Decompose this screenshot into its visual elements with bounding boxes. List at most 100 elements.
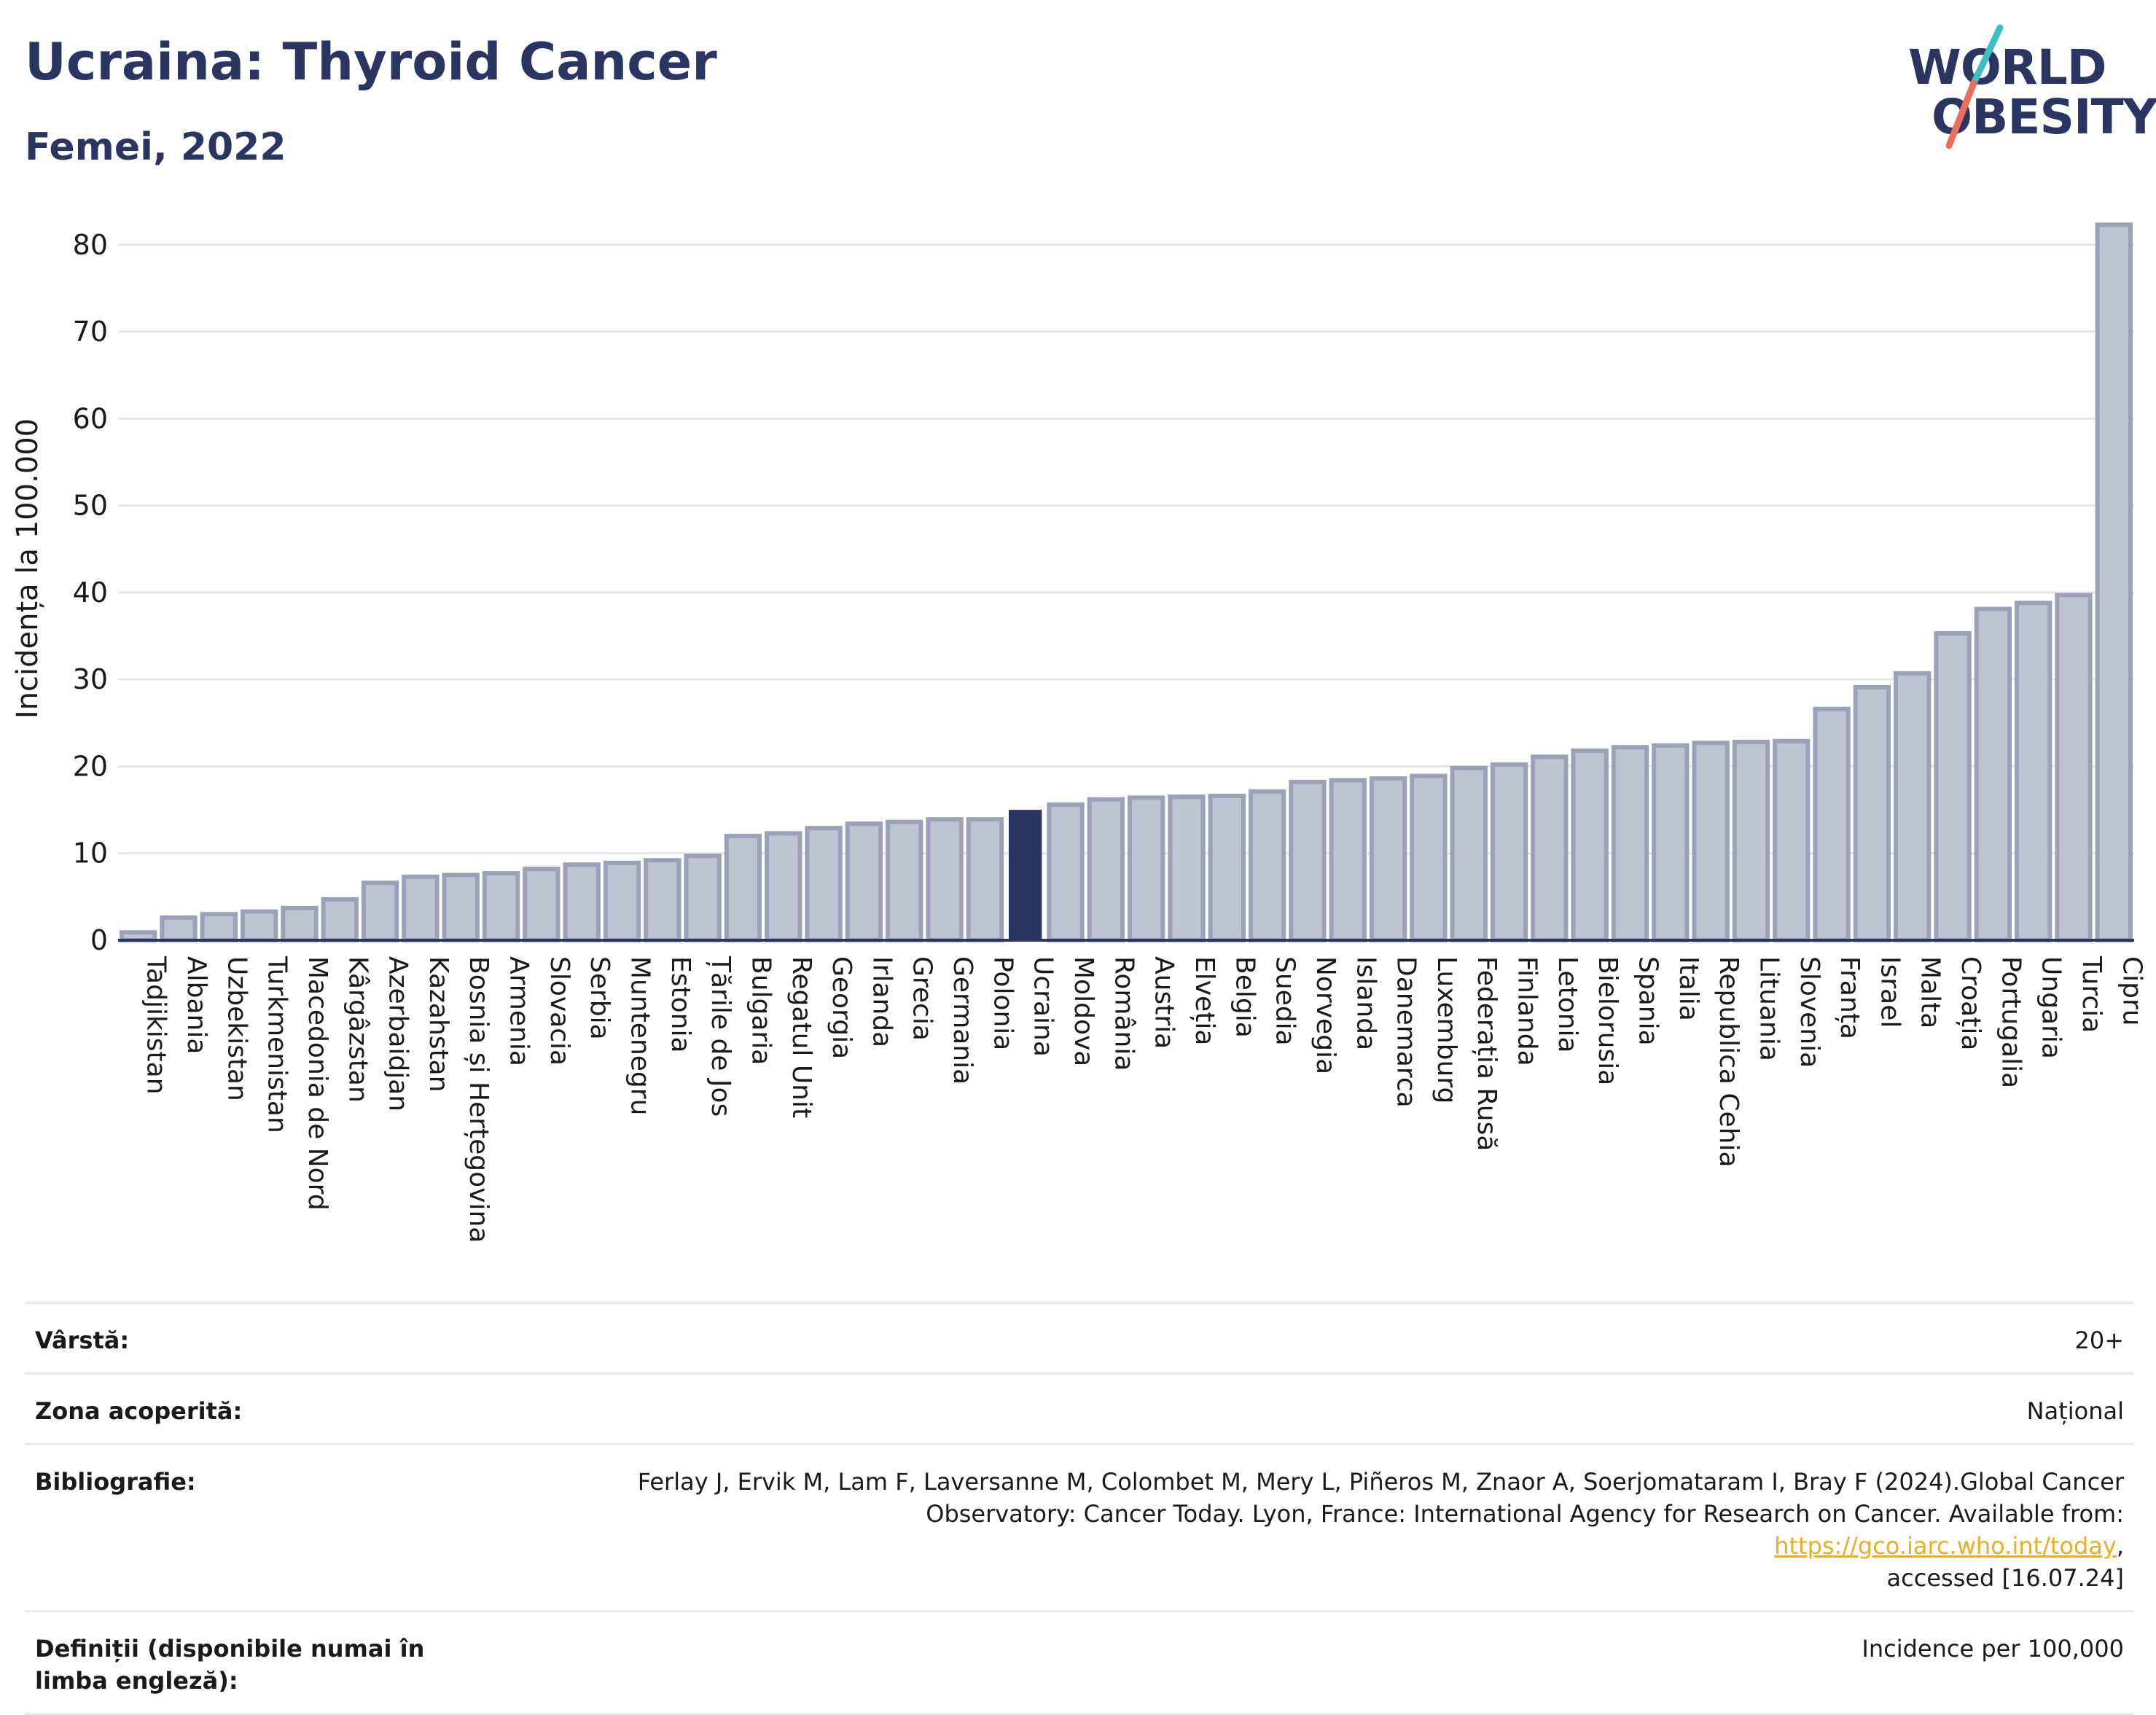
info-value-definitions: Incidence per 100,000 [1862, 1635, 2124, 1663]
x-tick-label: Kazahstan [423, 956, 453, 1093]
bar-25[interactable] [1127, 795, 1165, 943]
info-row-bibliography: Bibliografie: Ferlay J, Ervik M, Lam F, … [25, 1443, 2134, 1610]
info-value-age: 20+ [2074, 1327, 2124, 1354]
bar-26[interactable] [1168, 794, 1206, 942]
bibliography-link[interactable]: https://gco.iarc.who.int/today [1774, 1532, 2117, 1560]
x-tick-label: Bielorusia [1593, 956, 1622, 1085]
bar-30[interactable] [1329, 778, 1367, 942]
bar-22[interactable] [1009, 810, 1042, 940]
bibliography-line2-end: , [2116, 1532, 2124, 1560]
info-row-age: Vârstă: 20+ [25, 1302, 2134, 1372]
x-tick-label: Lituania [1754, 956, 1784, 1061]
bar-19[interactable] [886, 819, 923, 943]
x-tick-label: Germania [948, 956, 977, 1085]
bar-2[interactable] [200, 912, 238, 943]
bibliography-line2-text: Observatory: Cancer Today. Lyon, France:… [926, 1500, 2124, 1528]
bar-48[interactable] [2055, 593, 2093, 943]
info-label-age: Vârstă: [35, 1327, 130, 1354]
x-tick-label: Ucraina [1028, 956, 1058, 1057]
bar-31[interactable] [1369, 776, 1407, 943]
y-tick-label: 80 [73, 229, 108, 261]
bar-33[interactable] [1450, 765, 1488, 942]
bar-8[interactable] [442, 872, 480, 943]
y-tick-label: 50 [73, 490, 108, 522]
x-tick-label: Regatul Unit [786, 956, 816, 1118]
y-tick-label: 60 [73, 402, 108, 434]
bar-45[interactable] [1934, 630, 1972, 942]
x-tick-label: Portugalia [1996, 956, 2026, 1088]
x-tick-label: Republica Cehia [1714, 956, 1743, 1168]
y-tick-label: 70 [73, 316, 108, 348]
x-tick-label: Belgia [1230, 956, 1259, 1038]
bar-14[interactable] [684, 853, 722, 942]
info-value-area: Național [2026, 1397, 2124, 1425]
bar-47[interactable] [2015, 601, 2053, 942]
bar-12[interactable] [603, 860, 641, 943]
bar-17[interactable] [805, 826, 843, 942]
x-tick-label: Turkmenistan [262, 956, 292, 1133]
page-subtitle: Femei, 2022 [25, 125, 286, 169]
bar-32[interactable] [1410, 773, 1448, 943]
bar-13[interactable] [644, 858, 681, 943]
bar-1[interactable] [160, 915, 198, 942]
bar-29[interactable] [1289, 779, 1327, 942]
x-tick-label: Grecia [907, 956, 937, 1041]
bar-21[interactable] [966, 817, 1004, 943]
bar-27[interactable] [1208, 794, 1246, 942]
y-tick-label: 10 [73, 837, 108, 870]
bar-5[interactable] [321, 896, 359, 942]
bar-24[interactable] [1087, 797, 1125, 942]
x-tick-label: Bosnia și Herțegovina [464, 956, 493, 1243]
y-tick-label: 20 [73, 750, 108, 782]
bar-20[interactable] [926, 817, 964, 943]
x-tick-label: Letonia [1552, 956, 1582, 1053]
bar-39[interactable] [1692, 741, 1730, 942]
x-tick-label: Islanda [1351, 956, 1380, 1050]
bar-7[interactable] [402, 874, 440, 943]
x-tick-label: Țările de Jos [706, 956, 735, 1117]
x-tick-label: Israel [1875, 956, 1905, 1028]
bar-18[interactable] [845, 821, 883, 943]
x-tick-label: Georgia [827, 956, 856, 1059]
y-tick-label: 40 [73, 577, 108, 609]
bar-28[interactable] [1248, 789, 1286, 942]
x-tick-label: Muntenegru [625, 956, 655, 1115]
bar-37[interactable] [1611, 745, 1649, 942]
bar-49[interactable] [2095, 222, 2133, 942]
info-value-bibliography: Ferlay J, Ervik M, Lam F, Laversanne M, … [593, 1466, 2124, 1594]
logo-text-line1: WORLD [1908, 39, 2107, 95]
bar-36[interactable] [1571, 748, 1609, 942]
bar-23[interactable] [1047, 802, 1085, 943]
bar-9[interactable] [482, 871, 520, 942]
x-tick-label: Suedia [1270, 956, 1300, 1046]
page-title: Ucraina: Thyroid Cancer [25, 32, 717, 92]
bar-10[interactable] [523, 867, 561, 942]
x-tick-label: Kârgâzstan [343, 956, 372, 1103]
bar-6[interactable] [361, 880, 399, 942]
bar-35[interactable] [1531, 754, 1569, 943]
bibliography-line1: Ferlay J, Ervik M, Lam F, Laversanne M, … [637, 1468, 2124, 1496]
bar-3[interactable] [240, 909, 278, 942]
bar-34[interactable] [1490, 762, 1528, 942]
y-tick-label: 0 [90, 924, 108, 956]
bibliography-line2: Observatory: Cancer Today. Lyon, France:… [593, 1498, 2124, 1562]
bar-40[interactable] [1732, 740, 1770, 943]
x-tick-label: Franța [1835, 956, 1864, 1039]
bar-38[interactable] [1652, 743, 1690, 942]
bar-43[interactable] [1853, 684, 1891, 942]
bar-46[interactable] [1974, 606, 2012, 942]
bar-15[interactable] [724, 833, 762, 943]
bar-16[interactable] [765, 831, 802, 943]
x-tick-label: România [1109, 956, 1138, 1071]
x-tick-label: Armenia [504, 956, 534, 1066]
bar-4[interactable] [281, 905, 319, 943]
y-tick-label: 30 [73, 663, 108, 695]
bar-41[interactable] [1773, 738, 1811, 942]
info-label-area: Zona acoperită: [35, 1397, 243, 1425]
bar-chart: 0 10 20 30 40 50 60 70 80 Tadjikistan Albania Uzbek… [73, 222, 2147, 1243]
x-tick-label: Macedonia de Nord [302, 956, 332, 1211]
bar-11[interactable] [563, 862, 601, 943]
bar-42[interactable] [1813, 706, 1851, 942]
x-tick-label: Italia [1673, 956, 1703, 1021]
bar-44[interactable] [1894, 671, 1932, 942]
